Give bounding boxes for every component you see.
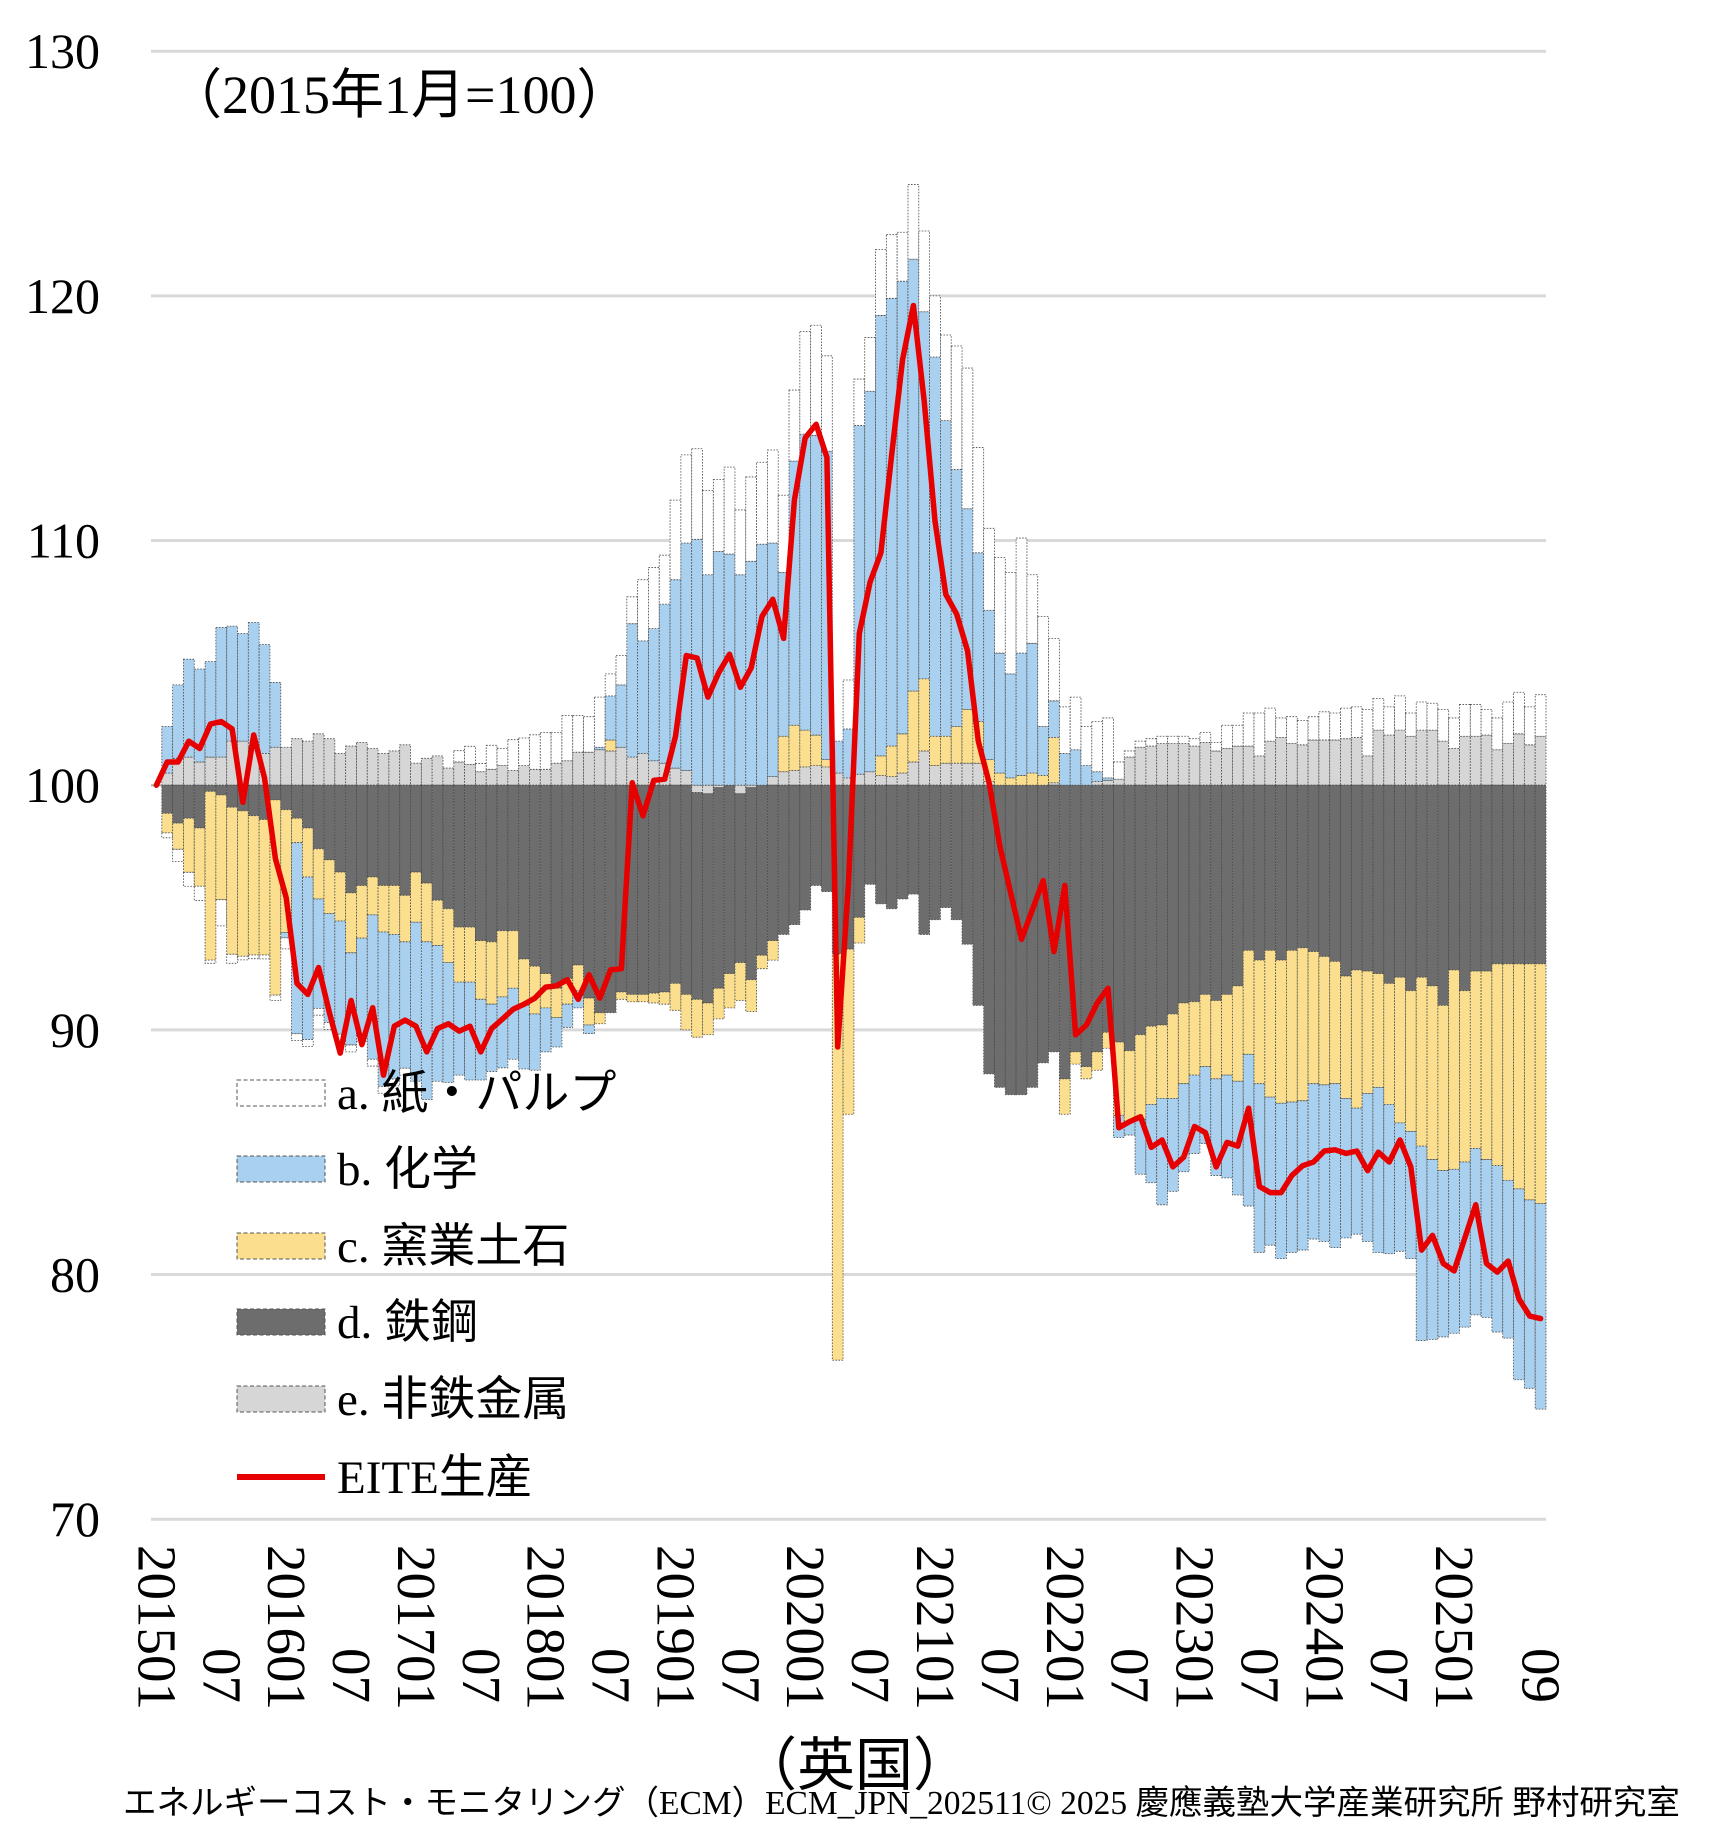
svg-text:130: 130	[25, 23, 100, 79]
svg-text:201501: 201501	[126, 1545, 187, 1710]
svg-text:201701: 201701	[386, 1545, 447, 1710]
svg-text:（2015年1月=100）: （2015年1月=100）	[168, 65, 630, 125]
svg-text:202501: 202501	[1424, 1545, 1485, 1710]
svg-text:b. 化学: b. 化学	[337, 1144, 478, 1196]
svg-text:EITE生産: EITE生産	[337, 1452, 533, 1504]
svg-text:202201: 202201	[1035, 1545, 1096, 1710]
svg-text:100: 100	[25, 757, 100, 813]
svg-text:d. 鉄鋼: d. 鉄鋼	[337, 1297, 478, 1349]
svg-text:202301: 202301	[1165, 1545, 1226, 1710]
svg-text:80: 80	[50, 1247, 100, 1303]
svg-text:201601: 201601	[256, 1545, 317, 1710]
svg-text:202401: 202401	[1294, 1545, 1355, 1710]
svg-text:07: 07	[321, 1648, 382, 1703]
svg-text:07: 07	[840, 1648, 901, 1703]
svg-text:07: 07	[970, 1648, 1031, 1703]
svg-text:07: 07	[710, 1648, 771, 1703]
svg-text:e. 非鉄金属: e. 非鉄金属	[337, 1374, 569, 1426]
svg-text:70: 70	[50, 1491, 100, 1547]
svg-text:09: 09	[1511, 1648, 1572, 1703]
svg-text:エネルギーコスト・モニタリング（ECM）ECM_JPN_20: エネルギーコスト・モニタリング（ECM）ECM_JPN_202511© 2025…	[123, 1785, 1680, 1822]
svg-text:07: 07	[1229, 1648, 1290, 1703]
svg-text:a. 紙・パルプ: a. 紙・パルプ	[337, 1068, 616, 1120]
svg-text:07: 07	[191, 1648, 252, 1703]
svg-text:07: 07	[1359, 1648, 1420, 1703]
svg-text:202001: 202001	[775, 1545, 836, 1710]
svg-text:07: 07	[451, 1648, 512, 1703]
svg-text:90: 90	[50, 1002, 100, 1058]
svg-text:201801: 201801	[516, 1545, 577, 1710]
svg-text:202101: 202101	[905, 1545, 966, 1710]
svg-text:07: 07	[1100, 1648, 1161, 1703]
svg-text:07: 07	[581, 1648, 642, 1703]
svg-text:（英国）: （英国）	[739, 1733, 971, 1798]
svg-text:201901: 201901	[646, 1545, 707, 1710]
svg-text:120: 120	[25, 268, 100, 324]
svg-text:c. 窯業土石: c. 窯業土石	[337, 1221, 569, 1273]
svg-text:110: 110	[27, 513, 100, 569]
